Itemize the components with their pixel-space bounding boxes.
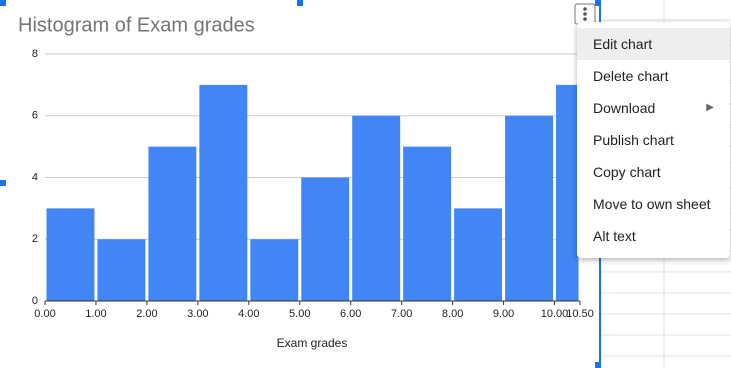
menu-item[interactable]: Download ▶ [577, 92, 730, 124]
menu-item-label: Move to own sheet [593, 196, 711, 212]
menu-item[interactable]: Publish chart [577, 124, 730, 156]
y-tick-label: 6 [32, 110, 38, 122]
menu-item-label: Publish chart [593, 132, 674, 148]
menu-item[interactable]: Copy chart [577, 156, 730, 188]
menu-item[interactable]: Edit chart [577, 28, 730, 60]
y-tick-label: 8 [32, 48, 38, 60]
x-axis-label: Exam grades [277, 336, 348, 350]
x-tick-label: 1.00 [85, 308, 106, 320]
menu-item-label: Delete chart [593, 68, 669, 84]
x-tick-label: 2.00 [136, 308, 157, 320]
context-menu: Edit chart Delete chart Download ▶ Publish c… [577, 22, 730, 258]
submenu-arrow: ▶ [706, 102, 714, 113]
bar [199, 84, 248, 301]
menu-item[interactable]: Move to own sheet [577, 188, 730, 220]
x-tick-label: 7.00 [391, 308, 412, 320]
x-tick-label: 6.00 [340, 308, 361, 320]
x-tick-label: 9.00 [493, 308, 514, 320]
bar [352, 115, 401, 301]
bar [148, 146, 197, 301]
bar [46, 208, 95, 301]
bar [97, 239, 146, 301]
menu-item-label: Download [593, 100, 656, 116]
menu-item-label: Copy chart [593, 164, 661, 180]
menu-item[interactable]: Delete chart [577, 60, 730, 92]
bar [250, 239, 299, 301]
bar [505, 115, 554, 301]
menu-item[interactable]: Alt text [577, 220, 730, 252]
menu-item-label: Alt text [593, 228, 636, 244]
bar [403, 146, 452, 301]
x-tick-label: 8.00 [442, 308, 463, 320]
bar [556, 84, 579, 301]
menu-item-label: Edit chart [593, 36, 653, 52]
more-button[interactable] [574, 3, 596, 25]
x-tick-label: 10.00 [541, 308, 569, 320]
y-tick-label: 4 [32, 171, 38, 183]
x-tick-label: 0.00 [34, 308, 55, 320]
bar [454, 208, 503, 301]
x-tick-label: 3.00 [187, 308, 208, 320]
bar [301, 177, 350, 301]
y-tick-label: 0 [32, 295, 38, 307]
y-tick-label: 2 [32, 233, 38, 245]
x-tick-label: 4.00 [238, 308, 259, 320]
chart-background [0, 0, 600, 368]
x-tick-label: 5.00 [289, 308, 310, 320]
chart-title: Histogram of Exam grades [18, 14, 255, 36]
x-tick-label: 10.50 [566, 308, 594, 320]
